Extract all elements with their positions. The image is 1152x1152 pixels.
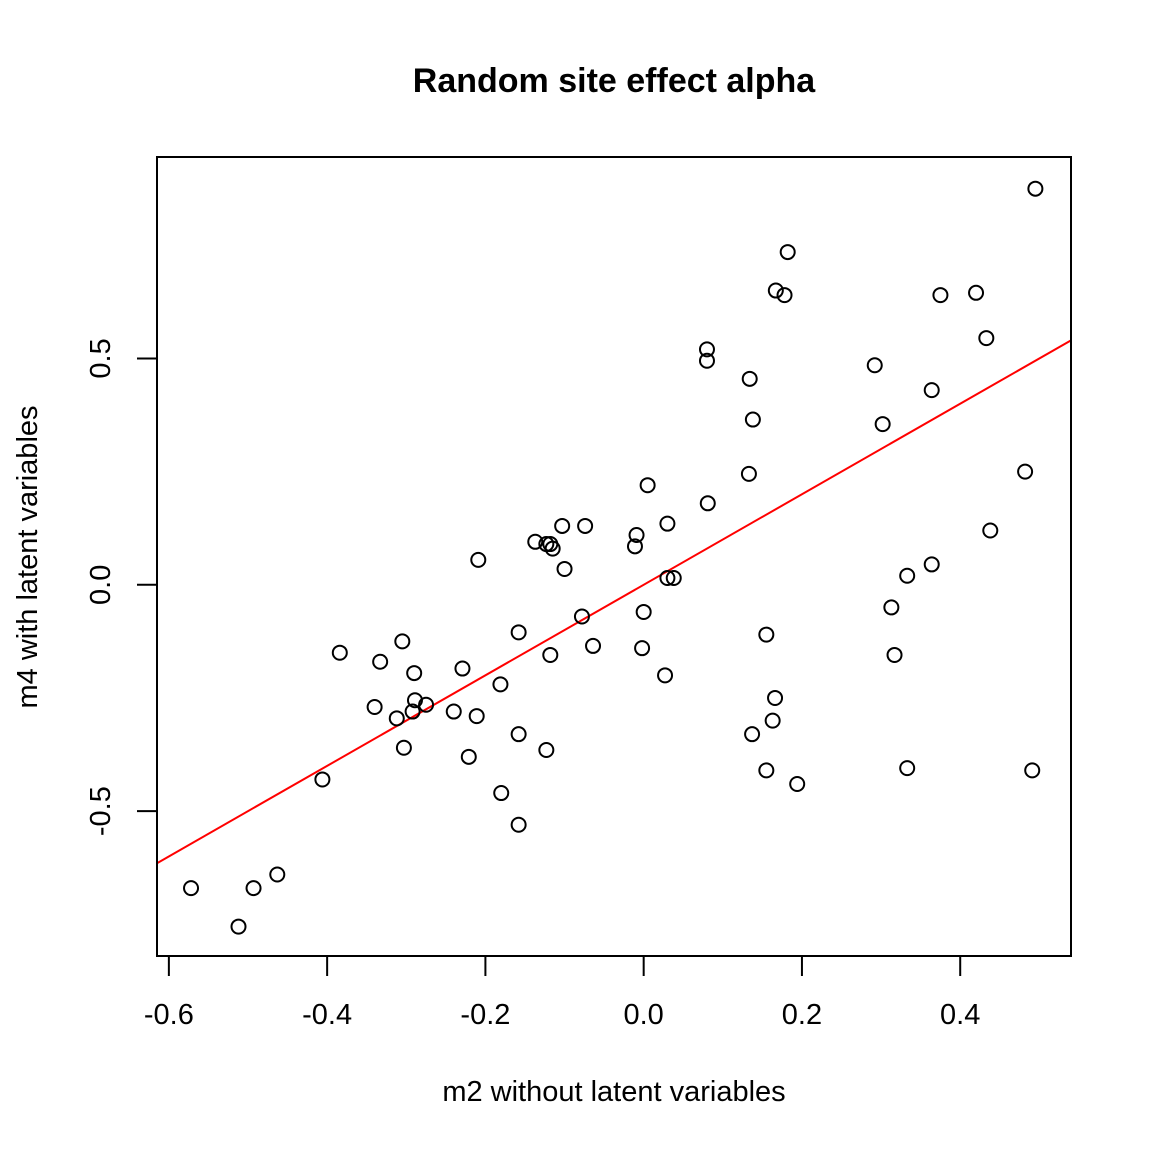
data-point [1017, 463, 1034, 480]
data-point [406, 665, 423, 682]
y-tick-label: -0.5 [85, 786, 117, 836]
data-point [372, 653, 389, 670]
data-point [634, 640, 651, 657]
data-point [395, 739, 412, 756]
data-point [923, 556, 940, 573]
data-point [767, 689, 784, 706]
data-point [230, 918, 247, 935]
data-point [874, 416, 891, 433]
data-point [527, 533, 544, 550]
data-point [659, 570, 676, 587]
data-point [767, 282, 784, 299]
data-point [628, 526, 645, 543]
x-tick-label: 0.0 [624, 999, 664, 1031]
x-tick-label: -0.6 [144, 999, 194, 1031]
data-point [404, 703, 421, 720]
data-point [577, 517, 594, 534]
data-point [982, 522, 999, 539]
data-point [741, 370, 758, 387]
data-point [776, 287, 793, 304]
data-point [665, 570, 682, 587]
data-point [556, 560, 573, 577]
data-point [764, 712, 781, 729]
data-point [1027, 180, 1044, 197]
data-point [932, 287, 949, 304]
data-point [460, 748, 477, 765]
data-point [418, 696, 435, 713]
data-point [468, 708, 485, 725]
regression-line [156, 339, 1072, 865]
data-point [585, 637, 602, 654]
data-point [978, 330, 995, 347]
data-point [923, 382, 940, 399]
data-point [269, 866, 286, 883]
data-point [1024, 762, 1041, 779]
y-tick-label: 0.0 [85, 565, 117, 605]
data-point [331, 644, 348, 661]
data-point [492, 676, 509, 693]
data-point [554, 517, 571, 534]
data-point [657, 667, 674, 684]
x-axis: -0.6 -0.4 -0.2 0.0 0.2 0.4 [144, 955, 980, 1031]
data-point [538, 742, 555, 759]
data-point [866, 357, 883, 374]
data-point [698, 352, 715, 369]
x-tick-label: 0.2 [782, 999, 822, 1031]
data-point [388, 710, 405, 727]
data-point [542, 646, 559, 663]
data-point [626, 538, 643, 555]
data-point [698, 341, 715, 358]
data-point [740, 465, 757, 482]
data-point [659, 515, 676, 532]
data-point [899, 567, 916, 584]
x-tick-label: -0.4 [302, 999, 352, 1031]
data-point [758, 762, 775, 779]
data-point [789, 775, 806, 792]
data-point [245, 880, 262, 897]
data-point [635, 603, 652, 620]
data-point [510, 816, 527, 833]
data-point [744, 726, 761, 743]
x-tick-label: -0.2 [460, 999, 510, 1031]
data-point [314, 771, 331, 788]
y-tick-label: 0.5 [85, 338, 117, 378]
chart-title: Random site effect alpha [413, 62, 817, 100]
data-point [394, 633, 411, 650]
data-point [445, 703, 462, 720]
data-point [573, 608, 590, 625]
data-point [454, 660, 471, 677]
data-point [183, 880, 200, 897]
data-point [779, 244, 796, 261]
y-axis-label: m4 with latent variables [12, 405, 44, 708]
data-point [493, 785, 510, 802]
data-point [883, 599, 900, 616]
marks-layer [156, 180, 1072, 935]
x-axis-label: m2 without latent variables [442, 1076, 785, 1108]
data-point [744, 411, 761, 428]
x-tick-label: 0.4 [940, 999, 980, 1031]
data-point [510, 726, 527, 743]
data-point [639, 477, 656, 494]
data-point [699, 495, 716, 512]
y-axis: -0.5 0.0 0.5 [85, 338, 158, 836]
data-point [544, 540, 561, 557]
data-point [899, 760, 916, 777]
data-point [510, 624, 527, 641]
data-point [366, 699, 383, 716]
data-point [758, 626, 775, 643]
data-point [470, 551, 487, 568]
data-point [968, 284, 985, 301]
data-point [886, 646, 903, 663]
